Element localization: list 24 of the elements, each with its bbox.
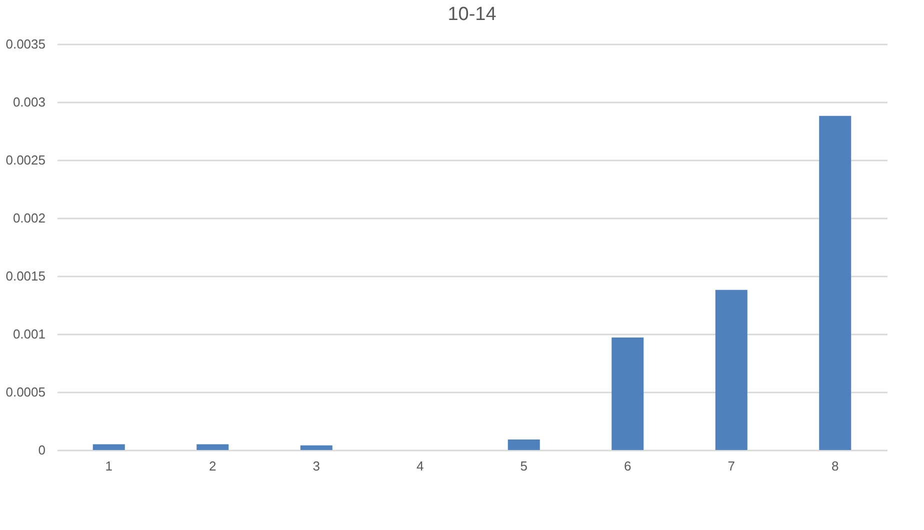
- bar: [196, 444, 229, 450]
- y-tick-label: 0.001: [12, 326, 46, 342]
- x-tick-label: 8: [832, 458, 839, 474]
- y-tick-label: 0.0015: [6, 268, 46, 284]
- x-tick-label: 5: [520, 458, 528, 474]
- x-tick-label: 3: [312, 458, 320, 474]
- bar: [508, 440, 540, 450]
- y-tick-label: 0.0005: [6, 384, 46, 400]
- x-tick-label: 7: [728, 458, 735, 474]
- x-tick-label: 1: [105, 458, 112, 474]
- bar: [300, 445, 332, 450]
- x-tick-label: 2: [209, 458, 216, 474]
- y-tick-label: 0.002: [12, 210, 46, 226]
- y-tick-label: 0: [38, 442, 46, 458]
- bar: [715, 290, 748, 450]
- x-tick-label: 6: [624, 458, 632, 474]
- y-tick-label: 0.0035: [6, 36, 46, 52]
- y-tick-label: 0.003: [12, 94, 46, 110]
- bar: [612, 337, 644, 450]
- chart-title: 10-14: [448, 4, 497, 25]
- x-tick-label: 4: [416, 458, 424, 474]
- y-tick-label: 0.0025: [6, 152, 46, 168]
- bar: [92, 444, 125, 450]
- bar: [819, 116, 852, 450]
